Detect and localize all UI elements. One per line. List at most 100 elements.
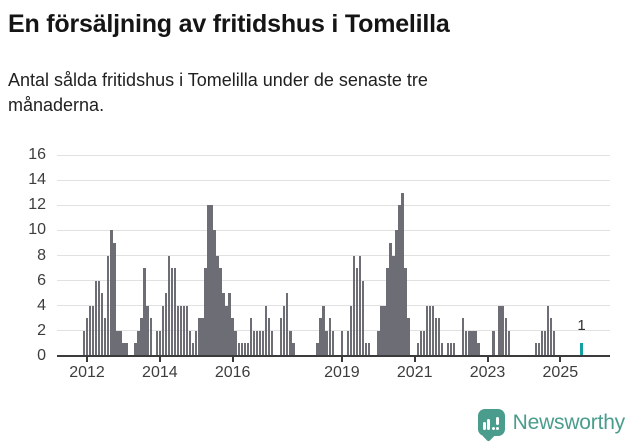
bar <box>534 343 538 356</box>
bar <box>261 330 265 356</box>
bar <box>255 330 259 356</box>
bar <box>170 268 174 356</box>
bar <box>364 343 368 356</box>
bar <box>185 305 189 356</box>
bar <box>543 330 547 356</box>
bar <box>462 318 465 356</box>
bar <box>550 318 553 356</box>
bar <box>140 318 143 356</box>
bar <box>316 343 319 356</box>
bar <box>267 318 271 356</box>
x-axis-line <box>57 355 610 357</box>
bar <box>110 230 113 356</box>
bar <box>252 330 256 356</box>
y-axis-label: 4 <box>37 296 46 314</box>
x-axis-tick <box>86 356 89 362</box>
bar <box>176 305 180 356</box>
y-axis-label: 2 <box>37 321 46 339</box>
bar <box>540 330 544 356</box>
x-axis-tick <box>413 356 416 362</box>
bar <box>249 318 253 356</box>
gridline-y-8 <box>57 255 610 256</box>
bar <box>380 305 383 356</box>
newsworthy-logo-link[interactable]: Newsworthy <box>477 409 626 442</box>
bar <box>319 318 322 356</box>
brand-name: Newsworthy <box>512 410 626 434</box>
bar <box>113 242 116 356</box>
bar <box>401 192 404 356</box>
bar <box>553 330 556 356</box>
bar <box>122 343 125 356</box>
bar <box>398 205 401 356</box>
bar <box>97 280 101 356</box>
bar <box>100 293 104 356</box>
bar <box>146 305 149 356</box>
bar <box>158 330 162 356</box>
x-axis-label: 2019 <box>324 364 360 381</box>
bar <box>116 330 119 356</box>
bar <box>392 255 395 356</box>
chart-subtitle: Antal sålda fritidshus i Tomelilla under… <box>8 70 428 115</box>
bar <box>270 330 274 356</box>
bar <box>240 343 243 356</box>
bar <box>104 318 107 356</box>
bar <box>134 343 137 356</box>
bar <box>474 330 477 356</box>
bar <box>207 205 210 356</box>
gridline-y-4 <box>57 305 610 307</box>
bar <box>501 305 504 356</box>
bar <box>210 205 213 356</box>
bar <box>161 305 165 356</box>
bar <box>340 330 344 356</box>
bar <box>164 293 168 356</box>
gridline-y-14 <box>57 179 610 181</box>
y-axis-label: 0 <box>37 347 46 364</box>
bar <box>404 268 407 356</box>
bar <box>222 293 225 356</box>
bar <box>419 330 422 356</box>
bar <box>286 293 289 356</box>
bar <box>85 318 89 356</box>
bar <box>264 305 268 356</box>
bar <box>82 330 86 356</box>
bar <box>173 268 177 356</box>
bar <box>367 343 371 356</box>
bar <box>440 343 444 356</box>
gridline-y-16 <box>57 154 610 156</box>
bar <box>292 343 295 356</box>
bar <box>352 255 356 356</box>
bar <box>465 330 468 356</box>
bar <box>167 255 171 356</box>
bar <box>91 305 95 356</box>
x-axis-label: 2023 <box>469 364 506 381</box>
bar <box>179 305 183 356</box>
bar <box>88 305 92 356</box>
bar <box>468 330 471 356</box>
bar <box>383 305 386 356</box>
bar <box>407 318 410 356</box>
y-axis-label: 10 <box>28 221 46 239</box>
bar <box>428 305 432 356</box>
bar <box>119 330 122 356</box>
bar <box>389 242 392 356</box>
bar <box>395 230 398 356</box>
bar <box>258 330 262 356</box>
bar <box>246 343 250 356</box>
bar <box>94 280 98 356</box>
bar <box>289 330 292 356</box>
y-axis-label: 14 <box>28 171 46 189</box>
bar <box>425 305 429 356</box>
x-axis-label: 2016 <box>214 364 251 381</box>
bar <box>431 305 435 356</box>
bar <box>546 305 550 356</box>
bar <box>537 343 541 356</box>
newsworthy-icon <box>477 409 505 442</box>
bar <box>204 268 207 356</box>
bar <box>198 318 201 356</box>
bar <box>228 293 231 356</box>
bar <box>219 268 222 356</box>
bar <box>125 343 128 356</box>
bar <box>195 330 198 356</box>
bar <box>155 330 159 356</box>
gridline-y-6 <box>57 280 610 282</box>
